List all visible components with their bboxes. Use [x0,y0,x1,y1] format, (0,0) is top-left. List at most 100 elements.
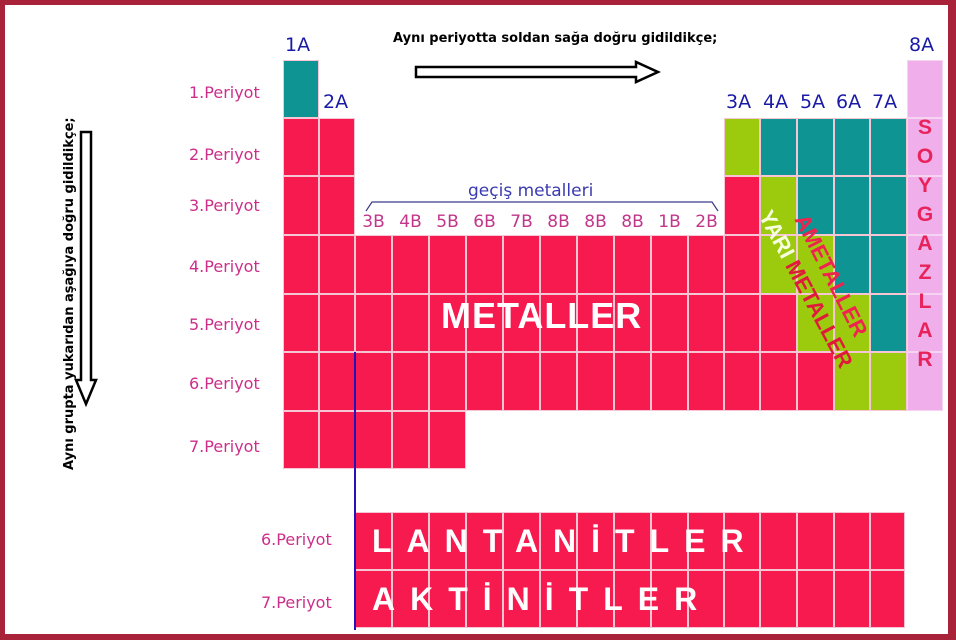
group-label-1a: 1A [285,34,311,56]
metal-cell [283,118,319,176]
group-label-5a: 5A [800,91,826,113]
actinide-cell [760,570,797,628]
period-label-1: 1.Periyot [189,83,260,102]
right-arrow-icon [414,60,662,84]
lanthanide-cell [834,512,870,570]
noble-gas-cell [907,176,943,235]
actinide-cell [870,570,905,628]
metal-cell [724,235,760,294]
metal-cell [760,294,797,352]
metal-cell [503,235,540,294]
noble-gases-letter: Y [917,174,932,197]
metal-cell [724,176,760,235]
period-label-3: 3.Periyot [189,196,260,215]
metal-cell [688,235,724,294]
lanthanide-cell [392,512,429,570]
metal-cell [614,352,651,411]
metal-cell [614,294,651,352]
actinide-cell [651,570,688,628]
group-label-7a: 7A [872,91,898,113]
noble-gas-cell [907,294,943,352]
metal-cell [651,352,688,411]
metal-cell [466,352,503,411]
down-arrow-icon [74,130,98,408]
nonmetal-cell [834,118,870,176]
lanthanides-label: LANTANİTLER [372,523,759,559]
metal-cell [319,352,355,411]
period-label-6: 6.Periyot [189,374,260,393]
metal-cell [283,352,319,411]
noble-gases-letter: S [917,116,932,139]
lanthanide-cell [503,512,540,570]
metal-cell [577,294,614,352]
metal-cell [319,294,355,352]
actinide-cell [688,570,724,628]
actinide-cell [429,570,466,628]
metal-cell [651,294,688,352]
nonmetal-cell [870,118,907,176]
metal-cell [392,294,429,352]
metal-cell [355,352,392,411]
metal-cell [319,235,355,294]
lanthanide-cell [724,512,760,570]
transition-brace [365,201,719,212]
noble-gas-cell [907,352,943,411]
metal-cell [283,235,319,294]
metal-cell [688,294,724,352]
metal-cell [797,352,834,411]
metalloid-cell [797,294,834,352]
lanthanide-cell [651,512,688,570]
noble-gas-cell [907,235,943,294]
metal-cell [466,294,503,352]
noble-gases-letter: R [917,348,933,371]
actinide-cell [392,570,429,628]
metals-label: METALLER [441,295,643,336]
group-label-4a: 4A [763,91,789,113]
period-label-4: 4.Periyot [189,257,260,276]
f-block-period-label-6: 6.Periyot [261,530,332,549]
lanthanide-cell [797,512,834,570]
metal-cell [392,411,429,469]
noble-gas-cell [907,118,943,176]
transition-group-label: 8B [621,212,644,232]
metal-cell [392,235,429,294]
actinide-cell [577,570,614,628]
actinides-label: AKTİNİTLER [372,581,713,617]
metal-cell [577,235,614,294]
metalloid-cell [834,352,870,411]
transition-group-label: 4B [399,212,422,232]
transition-group-label: 2B [695,212,718,232]
noble-gases-letter: O [916,145,934,168]
transition-group-label: 1B [658,212,681,232]
metal-cell [429,352,466,411]
noble-gases-letter: G [916,203,934,226]
metal-cell [540,235,577,294]
period-label-2: 2.Periyot [189,145,260,164]
metal-cell [355,235,392,294]
metal-cell [724,294,760,352]
f-block-connector-line [354,352,356,630]
metal-cell [688,352,724,411]
noble-gases-letter: A [917,232,933,255]
actinide-cell [614,570,651,628]
metal-cell [503,294,540,352]
actinide-cell [540,570,577,628]
nonmetal-cell [797,118,834,176]
transition-group-label: 3B [362,212,385,232]
nonmetal-cell [283,60,319,118]
transition-group-label: 8B [584,212,607,232]
group-label-8a: 8A [909,34,935,56]
transition-group-label: 7B [510,212,533,232]
metal-cell [319,411,355,469]
transition-group-label: 6B [473,212,496,232]
actinide-cell [355,570,392,628]
metal-cell [466,235,503,294]
period-label-7: 7.Periyot [189,437,260,456]
nonmetal-cell [834,235,870,294]
transition-metals-title: geçiş metalleri [468,181,594,201]
metal-cell [319,176,355,235]
noble-gas-cell [907,60,943,118]
group-label-3a: 3A [726,91,752,113]
metal-cell [319,118,355,176]
group-label-2a: 2A [323,91,349,113]
